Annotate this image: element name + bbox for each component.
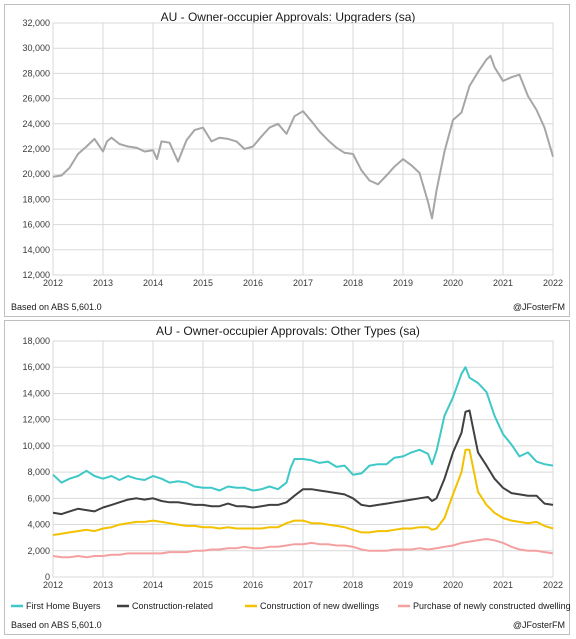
x-tick-label: 2021 bbox=[493, 580, 513, 590]
x-tick-label: 2021 bbox=[493, 278, 513, 288]
x-tick-label: 2015 bbox=[193, 278, 213, 288]
legend-label-3: Purchase of newly constructed dwellings bbox=[413, 601, 571, 611]
upgraders-chart: AU - Owner-occupier Approvals: Upgraders… bbox=[11, 10, 565, 312]
x-tick-label: 2013 bbox=[93, 278, 113, 288]
chart-title: AU - Owner-occupier Approvals: Upgraders… bbox=[161, 10, 416, 24]
grid bbox=[52, 340, 554, 578]
y-tick-label: 10,000 bbox=[22, 441, 50, 451]
series-lines bbox=[52, 54, 554, 220]
y-tick-label: 28,000 bbox=[22, 68, 50, 78]
x-tick-label: 2017 bbox=[293, 278, 313, 288]
x-tick-label: 2012 bbox=[43, 278, 63, 288]
y-tick-label: 20,000 bbox=[22, 169, 50, 179]
chart-title: AU - Owner-occupier Approvals: Other Typ… bbox=[156, 324, 420, 338]
x-axis-ticks: 2012 2013 2014 2015 2016 2017 2018 2019 2020 2021… bbox=[43, 278, 563, 288]
x-tick-label: 2016 bbox=[243, 580, 263, 590]
x-tick-label: 2020 bbox=[443, 278, 463, 288]
legend-label-2: Construction of new dwellings bbox=[260, 601, 380, 611]
other-types-chart: AU - Owner-occupier Approvals: Other Typ… bbox=[11, 324, 571, 630]
upgraders-chart-panel: AU - Owner-occupier Approvals: Upgraders… bbox=[4, 4, 570, 317]
y-tick-label: 0 bbox=[45, 572, 50, 582]
series-line-2 bbox=[52, 448, 554, 536]
grid bbox=[52, 22, 554, 276]
y-tick-label: 12,000 bbox=[22, 270, 50, 280]
y-tick-label: 18,000 bbox=[22, 194, 50, 204]
credit-label: @JFosterFM bbox=[513, 620, 565, 630]
credit-label: @JFosterFM bbox=[513, 302, 565, 312]
y-tick-label: 12,000 bbox=[22, 415, 50, 425]
y-tick-label: 2,000 bbox=[27, 546, 50, 556]
x-tick-label: 2018 bbox=[343, 278, 363, 288]
y-tick-label: 32,000 bbox=[22, 18, 50, 28]
series-line-3 bbox=[52, 538, 554, 559]
y-tick-label: 22,000 bbox=[22, 144, 50, 154]
plot-area bbox=[52, 340, 554, 578]
y-tick-label: 14,000 bbox=[22, 245, 50, 255]
x-tick-label: 2020 bbox=[443, 580, 463, 590]
y-tick-label: 14,000 bbox=[22, 388, 50, 398]
y-tick-label: 8,000 bbox=[27, 467, 50, 477]
plot-area bbox=[52, 22, 554, 276]
y-tick-label: 6,000 bbox=[27, 493, 50, 503]
x-axis-ticks: 2012 2013 2014 2015 2016 2017 2018 2019 2020 2021… bbox=[43, 580, 563, 590]
y-axis-ticks: 12,000 14,000 16,000 18,000 20,000 22,000 24,0… bbox=[22, 18, 50, 280]
legend-label-0: First Home Buyers bbox=[26, 601, 101, 611]
x-tick-label: 2015 bbox=[193, 580, 213, 590]
legend-label-1: Construction-related bbox=[132, 601, 213, 611]
y-tick-label: 16,000 bbox=[22, 362, 50, 372]
y-tick-label: 4,000 bbox=[27, 520, 50, 530]
source-note: Based on ABS 5,601.0 bbox=[11, 620, 102, 630]
x-tick-label: 2014 bbox=[143, 278, 163, 288]
x-tick-label: 2018 bbox=[343, 580, 363, 590]
y-tick-label: 30,000 bbox=[22, 43, 50, 53]
x-tick-label: 2013 bbox=[93, 580, 113, 590]
y-tick-label: 18,000 bbox=[22, 336, 50, 346]
x-tick-label: 2017 bbox=[293, 580, 313, 590]
legend: First Home Buyers Construction-related Con… bbox=[11, 601, 571, 611]
series-line-0 bbox=[52, 54, 554, 220]
x-tick-label: 2022 bbox=[543, 278, 563, 288]
series-line-1 bbox=[52, 409, 554, 516]
series-line-0 bbox=[52, 366, 554, 492]
y-axis-ticks: 0 2,000 4,000 6,000 8,000 10,000 12,000 14,000 1… bbox=[22, 336, 50, 582]
x-tick-label: 2014 bbox=[143, 580, 163, 590]
x-tick-label: 2019 bbox=[393, 278, 413, 288]
other-types-chart-panel: AU - Owner-occupier Approvals: Other Typ… bbox=[4, 320, 571, 635]
x-tick-label: 2019 bbox=[393, 580, 413, 590]
y-tick-label: 26,000 bbox=[22, 94, 50, 104]
y-tick-label: 24,000 bbox=[22, 119, 50, 129]
source-note: Based on ABS 5,601.0 bbox=[11, 302, 102, 312]
y-tick-label: 16,000 bbox=[22, 220, 50, 230]
x-tick-label: 2022 bbox=[543, 580, 563, 590]
x-tick-label: 2012 bbox=[43, 580, 63, 590]
series-lines bbox=[52, 366, 554, 559]
x-tick-label: 2016 bbox=[243, 278, 263, 288]
